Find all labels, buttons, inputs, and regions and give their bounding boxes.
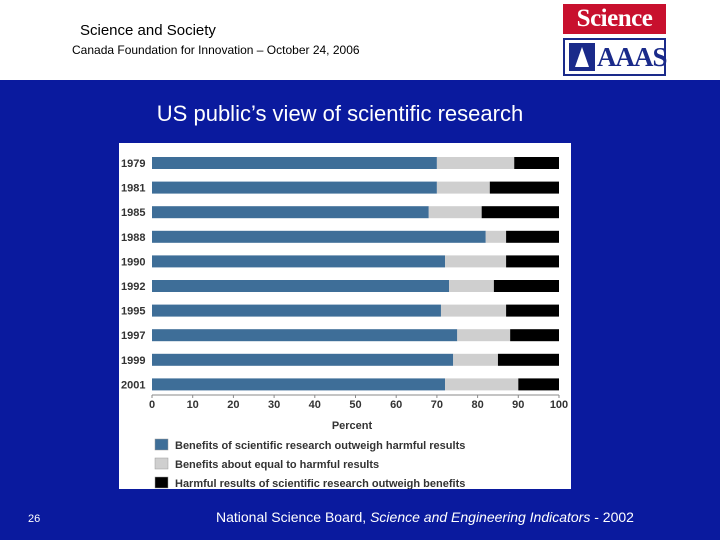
x-tick-label: 20 xyxy=(227,399,239,411)
bar-segment xyxy=(493,280,559,292)
slide-title: US public’s view of scientific research xyxy=(156,101,524,126)
bar-segment xyxy=(152,181,437,194)
year-label: 1990 xyxy=(121,256,145,268)
bar-segment xyxy=(506,230,559,243)
bar-segment xyxy=(152,206,429,219)
year-label: 1995 xyxy=(121,306,145,318)
bar-segment xyxy=(457,329,511,342)
aaas-logo-text: AAAS xyxy=(597,42,668,72)
x-tick-label: 70 xyxy=(431,399,443,411)
bar-segment xyxy=(152,280,450,292)
page-number: 26 xyxy=(28,513,41,525)
bar-segment xyxy=(506,255,559,268)
bar-segment xyxy=(152,230,486,243)
bar-segment xyxy=(449,280,494,292)
year-label: 1992 xyxy=(121,281,145,293)
x-tick-label: 80 xyxy=(471,399,483,411)
year-label: 1979 xyxy=(121,158,145,170)
aaas-logo: AAAS xyxy=(563,38,668,76)
year-label: 2001 xyxy=(121,379,145,391)
bar-segment xyxy=(436,157,515,169)
bar-segment xyxy=(485,230,507,243)
bar-segment xyxy=(428,206,482,219)
aaas-mark-icon xyxy=(569,43,595,71)
bar-segment xyxy=(518,378,559,391)
x-tick-label: 40 xyxy=(309,399,321,411)
bar-segment xyxy=(152,157,437,169)
x-tick-label: 60 xyxy=(390,399,402,411)
bar-segment xyxy=(152,304,441,317)
chart-container: 1979 1981 1985 1988 1990 1992 1995 1997 1999 2001… xyxy=(119,143,571,490)
bar-segment xyxy=(481,206,559,219)
bar-segment xyxy=(440,304,507,317)
bar-segment xyxy=(152,329,458,342)
bar-segment xyxy=(152,255,446,268)
presentation-title: Science and Society xyxy=(80,22,216,39)
footer-publication: Science and Engineering Indicators xyxy=(370,509,591,525)
x-axis-label: Percent xyxy=(332,420,373,432)
stacked-bar-chart: 1979198119851988199019921995199719992001… xyxy=(121,157,568,490)
science-logo: Science xyxy=(563,4,666,34)
bar-segment xyxy=(489,181,559,194)
bar-segment xyxy=(445,255,507,268)
x-tick-label: 0 xyxy=(149,399,155,411)
x-tick-label: 100 xyxy=(550,399,568,411)
bar-segment xyxy=(506,304,559,317)
year-label: 1997 xyxy=(121,330,145,342)
legend-label: Harmful results of scientific research o… xyxy=(175,478,465,489)
footer-suffix: - 2002 xyxy=(590,509,634,525)
bar-segment xyxy=(497,353,559,366)
legend-label: Benefits of scientific research outweigh… xyxy=(175,440,465,452)
year-label: 1988 xyxy=(121,232,145,244)
bar-segment xyxy=(152,353,454,366)
footer-prefix: National Science Board, xyxy=(216,509,371,525)
legend-swatch xyxy=(154,457,169,470)
legend-swatch xyxy=(154,438,169,451)
x-tick-label: 90 xyxy=(512,399,524,411)
bar-segment xyxy=(445,378,519,391)
header: Science and Society Canada Foundation fo… xyxy=(0,0,720,80)
year-label: 1985 xyxy=(121,207,145,219)
bar-segment xyxy=(514,157,559,169)
source-footer: National Science Board, Science and Engi… xyxy=(216,509,634,525)
bar-segment xyxy=(453,353,498,366)
x-tick-label: 30 xyxy=(268,399,280,411)
bar-segment xyxy=(436,181,490,194)
year-label: 1981 xyxy=(121,183,145,195)
x-tick-label: 10 xyxy=(187,399,199,411)
bar-segment xyxy=(510,329,559,342)
bar-segment xyxy=(152,378,446,391)
x-tick-label: 50 xyxy=(349,399,361,411)
presentation-subtitle: Canada Foundation for Innovation – Octob… xyxy=(72,43,360,57)
legend-label: Benefits about equal to harmful results xyxy=(175,459,379,471)
legend-swatch xyxy=(154,476,169,489)
year-label: 1999 xyxy=(121,355,145,367)
